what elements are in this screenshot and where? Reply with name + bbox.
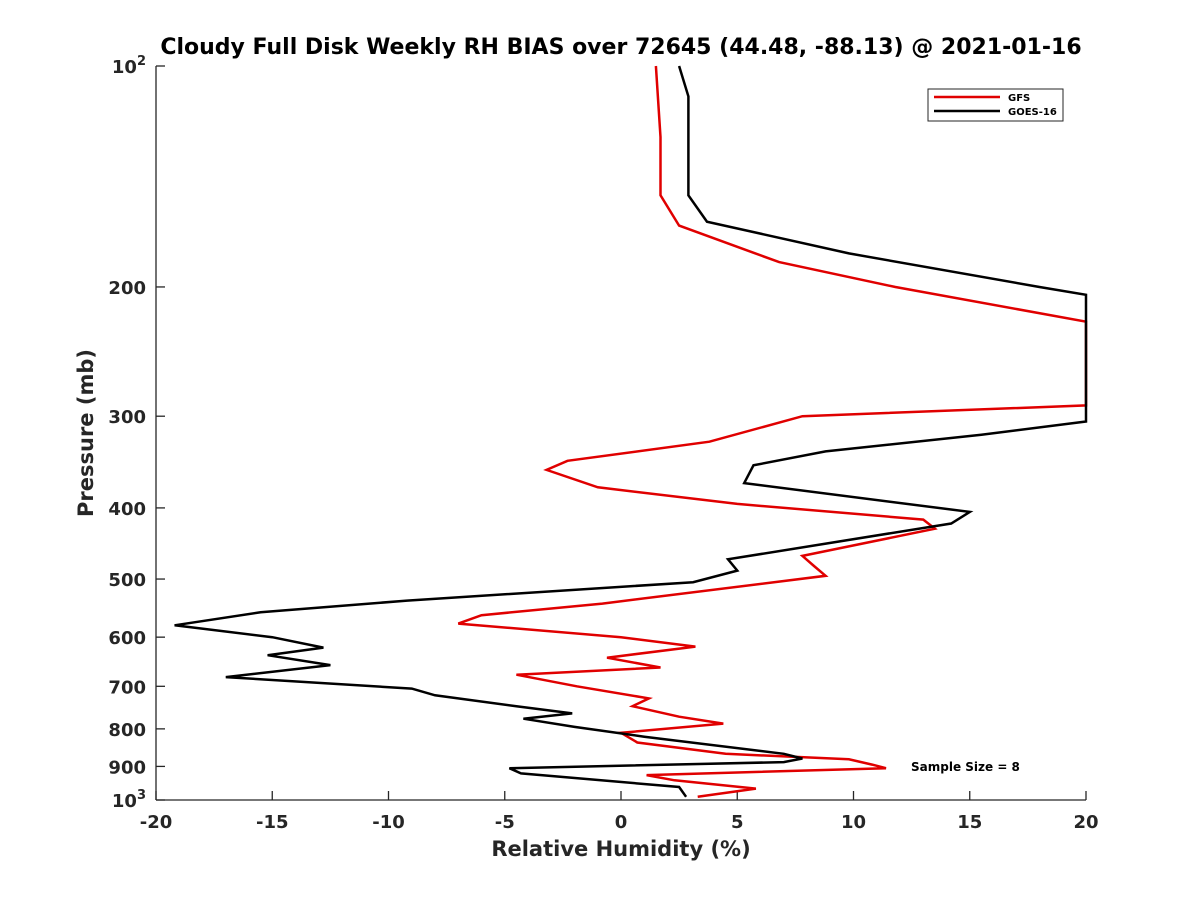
chart-title: Cloudy Full Disk Weekly RH BIAS over 726… bbox=[160, 35, 1081, 60]
x-tick-label: -15 bbox=[256, 812, 289, 833]
legend-label-goes16: GOES-16 bbox=[1008, 107, 1057, 118]
y-tick-label-exponent: 2 bbox=[137, 54, 146, 69]
y-tick-label: 200 bbox=[108, 278, 146, 299]
x-tick-label: -10 bbox=[372, 812, 405, 833]
x-tick-label: 10 bbox=[841, 812, 866, 833]
x-tick-label: 5 bbox=[731, 812, 744, 833]
y-tick-label: 103 bbox=[112, 788, 146, 812]
y-axis-label: Pressure (mb) bbox=[74, 349, 98, 517]
x-ticks: -20 -15 -10 -5 0 5 10 15 20 bbox=[140, 791, 1099, 833]
series-group bbox=[174, 65, 1088, 799]
y-tick-label: 500 bbox=[108, 570, 146, 591]
y-tick-label: 900 bbox=[108, 757, 146, 778]
y-tick-label-base: 10 bbox=[112, 791, 137, 812]
x-tick-label: 20 bbox=[1073, 812, 1098, 833]
y-tick-label: 800 bbox=[108, 720, 146, 741]
x-tick-label: 15 bbox=[957, 812, 982, 833]
series-line-goes16 bbox=[174, 65, 1088, 798]
x-tick-label: -20 bbox=[140, 812, 173, 833]
legend-box bbox=[927, 88, 1064, 122]
y-tick-label: 600 bbox=[108, 628, 146, 649]
y-tick-label: 102 bbox=[112, 54, 146, 78]
y-tick-label-base: 10 bbox=[112, 57, 137, 78]
x-tick-label: -5 bbox=[495, 812, 515, 833]
sample-size-annotation: Sample Size = 8 bbox=[911, 760, 1020, 774]
y-tick-label: 700 bbox=[108, 677, 146, 698]
y-tick-label-exponent: 3 bbox=[137, 788, 146, 803]
y-tick-label: 300 bbox=[108, 407, 146, 428]
legend: GFS GOES-16 bbox=[927, 88, 1064, 122]
legend-label-gfs: GFS bbox=[1008, 93, 1030, 104]
y-tick-label: 400 bbox=[108, 499, 146, 520]
x-tick-label: 0 bbox=[615, 812, 628, 833]
x-axis-label: Relative Humidity (%) bbox=[491, 837, 750, 861]
